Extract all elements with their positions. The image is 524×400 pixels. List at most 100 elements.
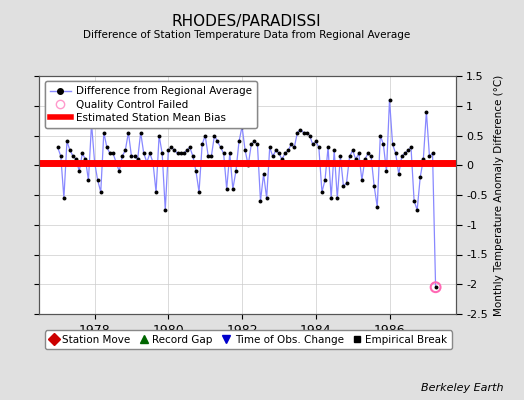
Point (134, 156, 142, 162)
Point (278, 156, 286, 162)
Point (339, 183, 347, 189)
Point (143, 159, 151, 166)
Point (232, 168, 240, 174)
Point (302, 129, 311, 136)
Point (161, 207, 169, 213)
Point (223, 186, 231, 192)
Point (296, 126, 304, 133)
Point (309, 141, 317, 148)
Point (69, 153, 78, 160)
Text: Berkeley Earth: Berkeley Earth (421, 383, 503, 393)
Point (271, 147, 280, 154)
Point (388, 141, 397, 148)
Text: RHODES/PARADISSI: RHODES/PARADISSI (171, 14, 321, 29)
Point (177, 150, 185, 156)
Point (247, 141, 256, 148)
Point (78, 150, 86, 156)
Point (324, 144, 332, 151)
Point (376, 132, 385, 139)
Point (152, 189, 160, 195)
Point (112, 159, 121, 166)
Point (100, 129, 108, 136)
Legend: Station Move, Record Gap, Time of Obs. Change, Empirical Break: Station Move, Record Gap, Time of Obs. C… (45, 330, 452, 349)
Point (72, 156, 80, 162)
Point (81, 156, 90, 162)
Point (63, 138, 71, 145)
Point (207, 153, 215, 160)
Point (192, 168, 200, 174)
Point (244, 162, 253, 168)
Point (398, 153, 406, 160)
Point (155, 132, 163, 139)
Point (290, 144, 299, 151)
Point (226, 150, 234, 156)
Point (379, 141, 388, 148)
Point (348, 147, 357, 154)
Point (121, 147, 129, 154)
Point (198, 141, 206, 148)
Point (256, 198, 265, 204)
Point (419, 156, 428, 162)
Point (401, 150, 409, 156)
Point (293, 129, 301, 136)
Point (284, 147, 292, 154)
Point (281, 150, 289, 156)
Point (213, 138, 222, 145)
Point (164, 147, 172, 154)
Point (364, 150, 372, 156)
Point (57, 153, 65, 160)
Point (235, 138, 243, 145)
Point (263, 195, 271, 201)
Point (269, 153, 277, 160)
Point (118, 153, 126, 160)
Point (130, 153, 139, 160)
Point (136, 129, 145, 136)
Point (431, 284, 440, 290)
Point (210, 132, 219, 139)
Point (75, 168, 83, 174)
Point (336, 153, 345, 160)
Point (370, 183, 378, 189)
Point (106, 150, 114, 156)
Point (327, 195, 335, 201)
Point (416, 174, 424, 180)
Point (204, 153, 212, 160)
Point (253, 141, 261, 148)
Point (373, 204, 381, 210)
Point (431, 284, 440, 290)
Point (395, 171, 403, 177)
Point (355, 150, 363, 156)
Point (413, 207, 421, 213)
Point (149, 159, 157, 166)
Point (216, 144, 225, 151)
Point (103, 144, 111, 151)
Point (146, 150, 154, 156)
Point (96, 189, 105, 195)
Point (182, 147, 191, 154)
Point (167, 144, 176, 151)
Point (241, 147, 249, 154)
Point (180, 150, 188, 156)
Point (367, 153, 375, 160)
Point (189, 153, 197, 160)
Point (228, 186, 237, 192)
Point (60, 195, 68, 201)
Point (352, 156, 360, 162)
Point (312, 138, 320, 145)
Point (91, 159, 99, 166)
Point (250, 138, 258, 145)
Point (391, 150, 400, 156)
Point (275, 150, 283, 156)
Point (84, 177, 93, 183)
Point (170, 147, 179, 154)
Point (305, 132, 314, 139)
Point (139, 150, 148, 156)
Point (127, 153, 136, 160)
Point (115, 168, 123, 174)
Point (314, 144, 323, 151)
Point (407, 144, 415, 151)
Point (333, 195, 342, 201)
Point (330, 147, 339, 154)
Point (109, 150, 117, 156)
Point (53, 144, 62, 151)
